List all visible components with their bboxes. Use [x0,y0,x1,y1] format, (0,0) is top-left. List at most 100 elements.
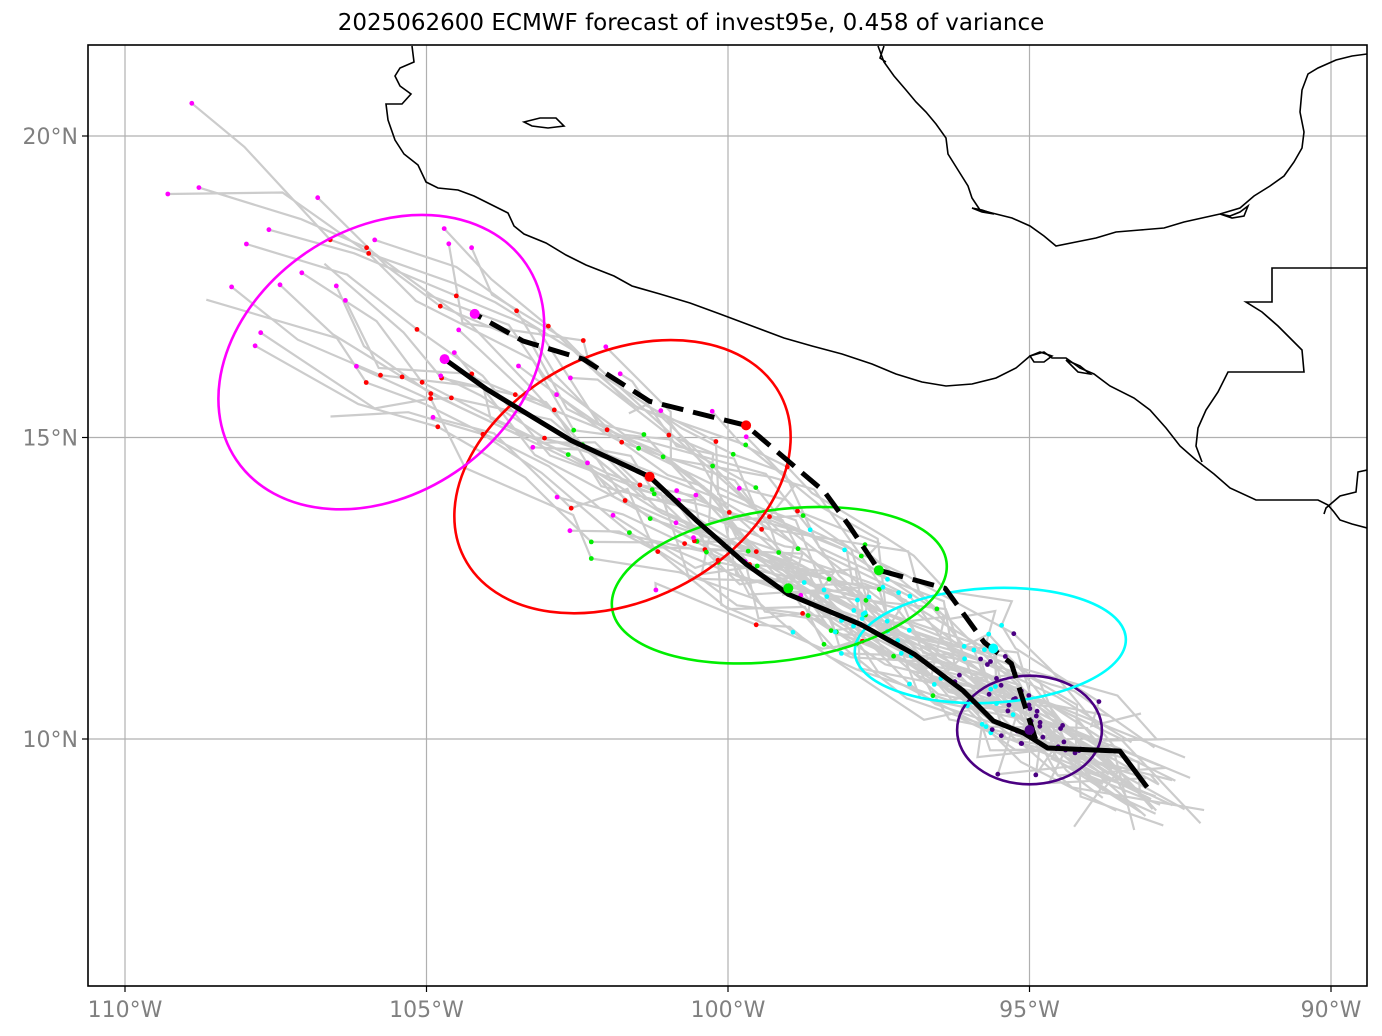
member-position [636,445,641,451]
member-position [988,686,994,692]
member-position [790,629,796,635]
member-position [736,485,742,491]
member-position [1058,726,1063,731]
member-position [378,372,383,378]
member-position [1037,720,1043,725]
member-position [674,488,680,493]
member-position [1033,772,1039,778]
member-position [363,380,369,385]
map-title: 2025062600 ECMWF forecast of invest95e, … [337,10,1045,36]
laguna-de-terminos [971,207,995,215]
member-position [514,308,519,314]
member-position [649,487,655,492]
member-position [244,241,249,247]
member-position [610,512,616,518]
member-position [1010,712,1016,718]
member-position [530,444,536,450]
member-position [554,494,560,500]
member-position [704,549,709,555]
member-position [866,594,872,600]
member-position [568,375,573,381]
member-position [660,454,666,460]
member-position [1005,708,1011,714]
member-position [252,343,258,349]
guatemala-border [1195,267,1367,463]
cluster-center-marker [783,583,794,594]
member-position [585,460,590,466]
member-position [571,427,577,433]
member-position [1061,739,1067,745]
cluster-center-marker [873,565,884,576]
lat-tick-label: 10°N [23,728,78,753]
member-position [730,451,736,457]
member-position [430,414,436,420]
member-position [449,395,454,401]
member-position [998,682,1004,688]
cluster-centers [439,308,1035,735]
member-position [658,408,664,414]
member-position [961,643,967,649]
member-position [655,549,661,554]
member-position [622,498,628,503]
member-position [826,576,832,582]
member-position [709,408,715,414]
lon-tick-label: 105°W [389,998,464,1023]
member-position [1034,708,1040,714]
member-position [795,546,801,552]
member-position [619,439,625,445]
member-position [1006,702,1012,708]
member-position [907,681,912,687]
member-position [1096,699,1102,704]
mean-tracks [443,311,1150,789]
member-position [842,547,847,553]
cluster-center-marker [644,471,655,482]
ensemble-track [443,227,1131,786]
member-position [986,631,992,637]
member-position [516,363,521,369]
member-position [982,647,987,653]
ensemble-member-positions [165,100,1102,778]
member-position [800,513,806,518]
member-position [343,298,348,303]
member-position [366,251,372,256]
member-position [710,463,715,469]
member-position [743,434,749,440]
member-position [554,392,559,398]
member-position [428,391,434,397]
cluster-center-marker [988,643,999,654]
member-position [438,373,444,379]
member-position [1027,706,1033,711]
member-position [885,576,890,582]
member-position [880,584,886,590]
member-position [441,226,447,232]
member-position [1026,693,1032,698]
member-position [930,693,936,699]
member-position [435,424,441,430]
member-position [753,485,759,490]
member-position [414,327,420,332]
ensemble-track [205,298,1149,796]
member-position [568,505,574,511]
tehuantepec-lagoon [1028,351,1054,363]
island [521,117,566,129]
lon-tick-label: 110°W [88,998,163,1023]
member-position [863,597,869,603]
member-position [364,245,369,251]
member-position [821,641,827,647]
member-position [743,442,749,448]
member-position [588,539,594,545]
member-position [565,452,571,457]
member-position [647,516,653,521]
member-position [855,597,860,603]
member-position [277,282,283,288]
member-position [1037,723,1043,729]
mexico-coastline [385,45,1367,529]
member-position [1002,654,1008,659]
member-position [884,618,890,624]
member-position [512,392,518,398]
member-position [821,587,827,593]
member-position [713,439,719,444]
member-position [978,656,983,662]
member-position [995,771,1001,777]
